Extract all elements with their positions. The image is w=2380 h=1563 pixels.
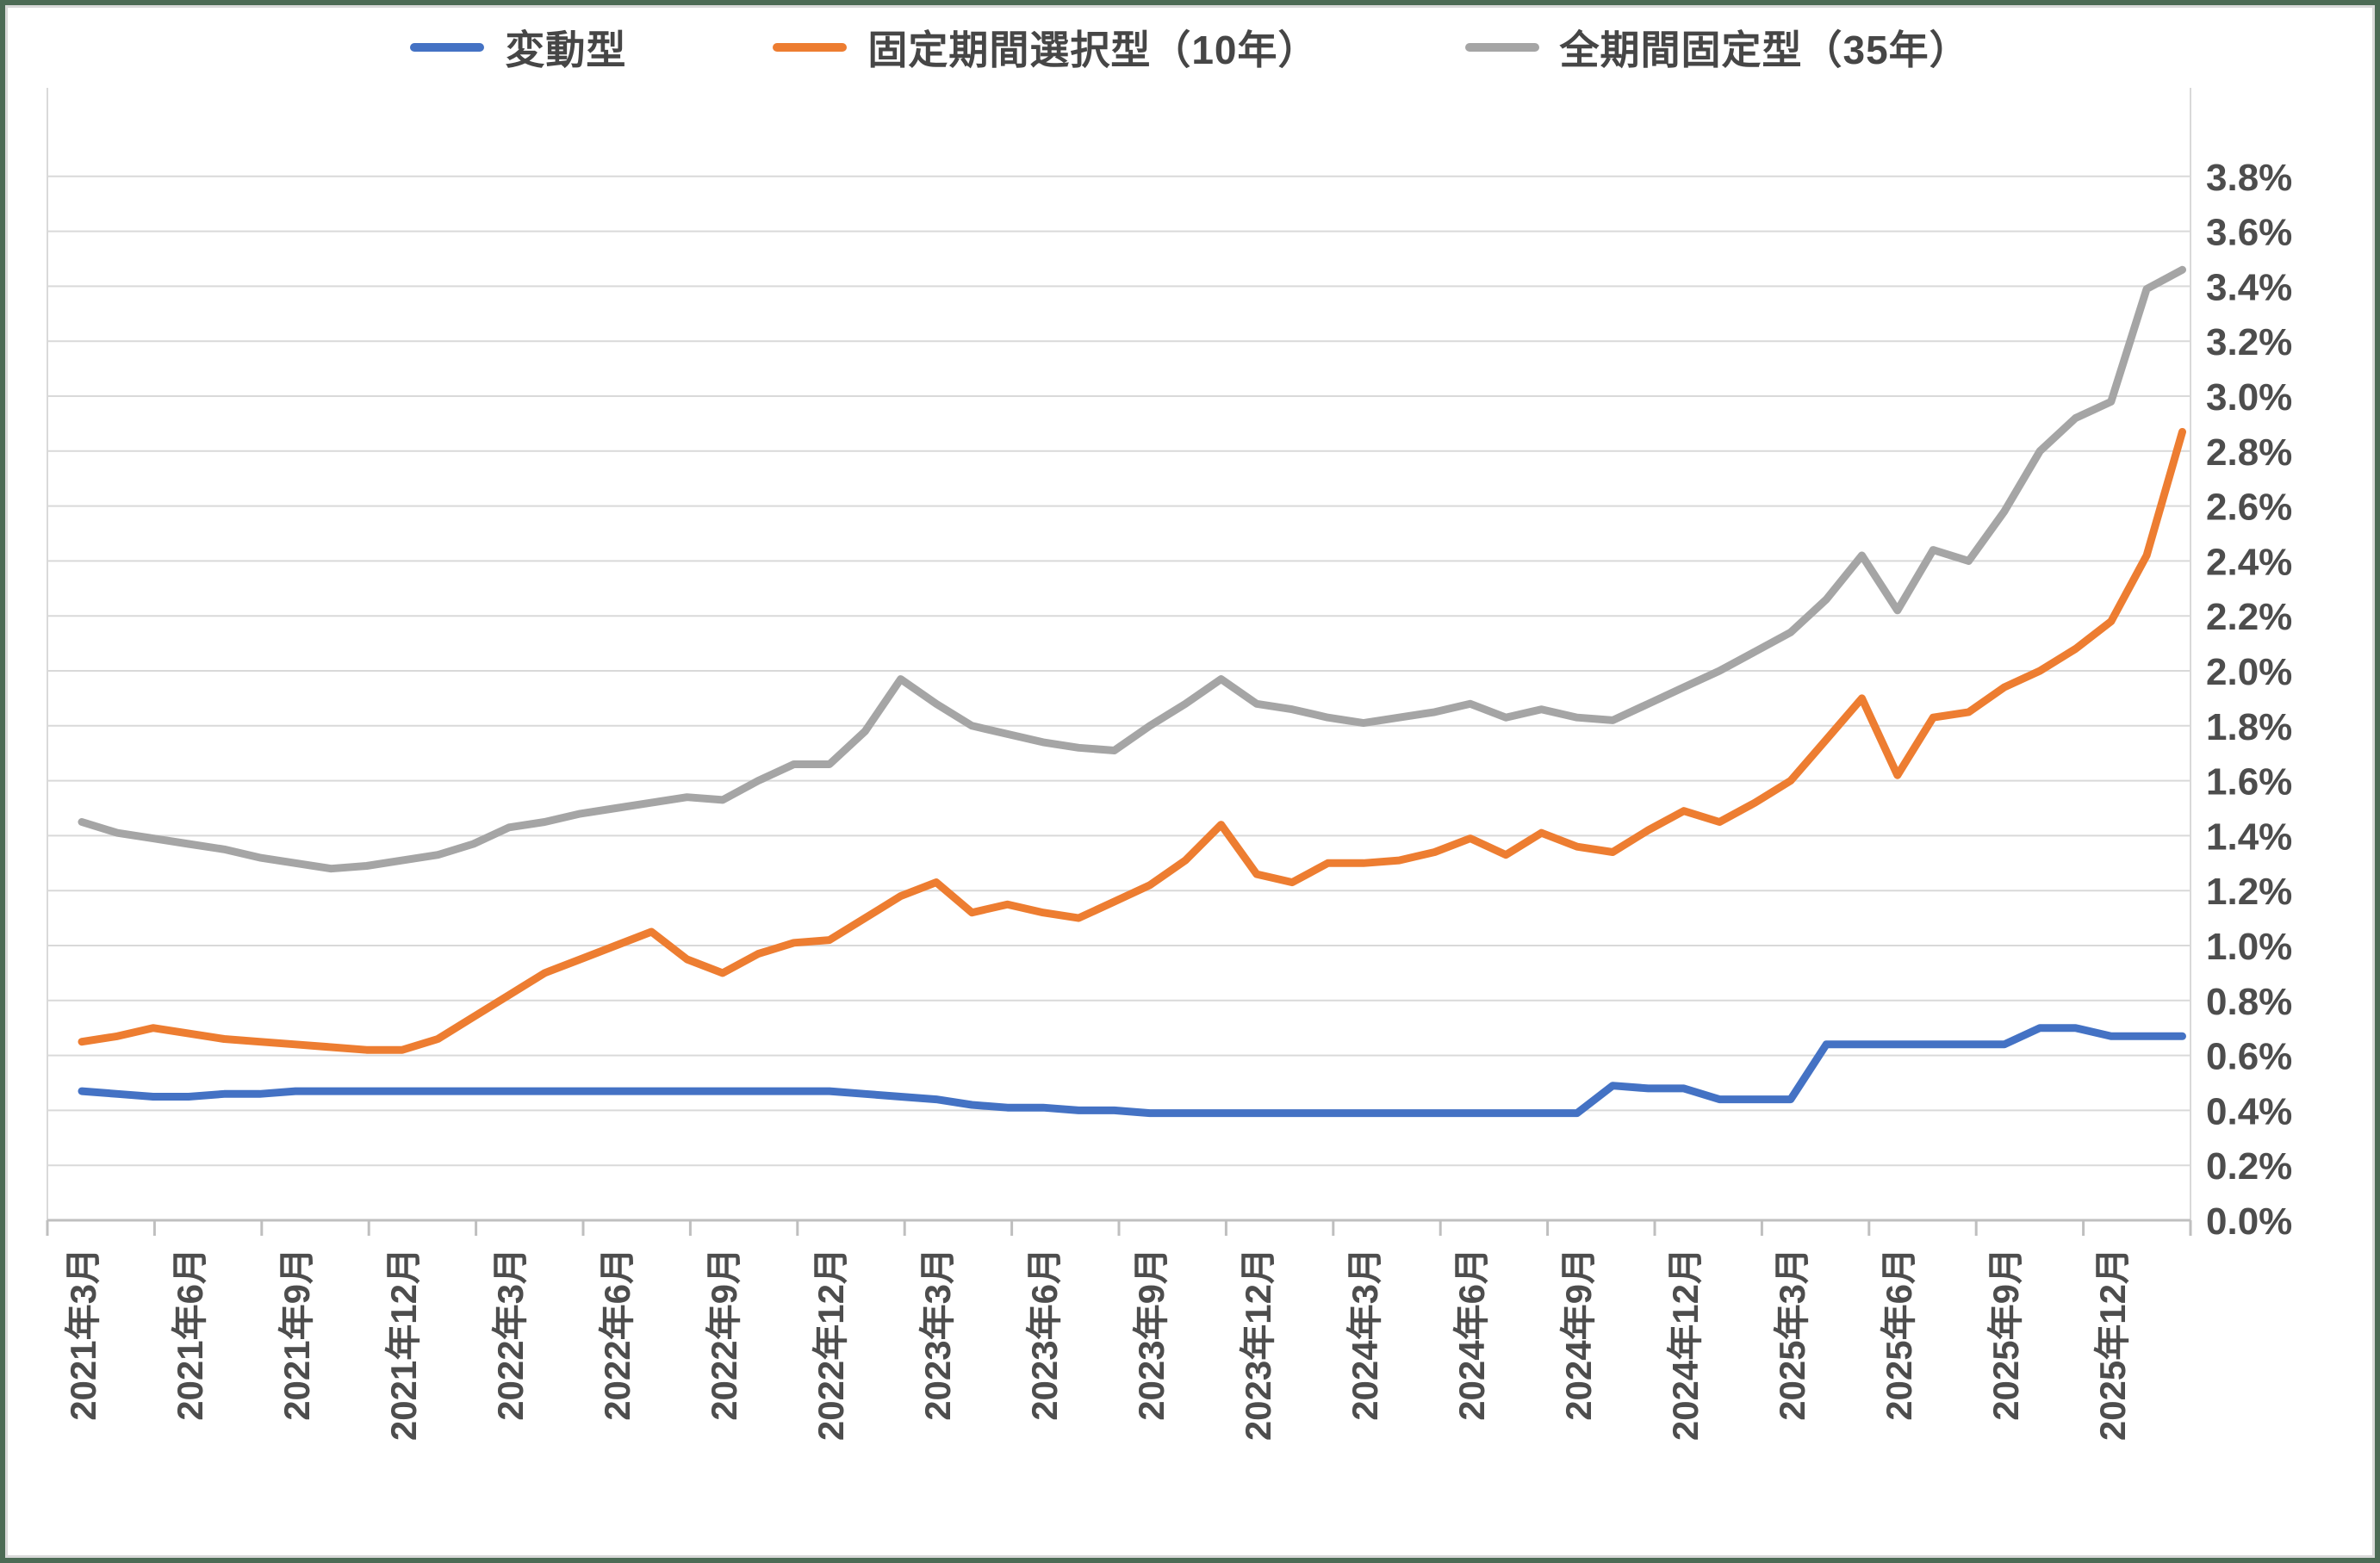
y-axis-label: 2.0% xyxy=(2206,651,2292,693)
x-axis-label: 2025年3月 xyxy=(1772,1248,1812,1421)
x-axis-label: 2025年12月 xyxy=(2092,1248,2133,1441)
x-axis-label: 2021年12月 xyxy=(383,1248,424,1441)
line-chart: 0.0% 0.2% 0.4% 0.6% 0.8% 1.0% 1.2% 1.4% 1.6% 1.8%… xyxy=(46,88,2292,1441)
x-axis-label: 2023年9月 xyxy=(1131,1248,1171,1421)
y-axis-label: 0.4% xyxy=(2206,1090,2292,1132)
x-axis-label: 2022年12月 xyxy=(811,1248,851,1441)
x-axis-label: 2024年9月 xyxy=(1558,1248,1599,1421)
legend-item-0: 変動型 xyxy=(410,19,626,76)
x-axis-label: 2022年9月 xyxy=(704,1248,744,1421)
y-axis-label: 3.4% xyxy=(2206,266,2292,308)
y-axis-label: 3.8% xyxy=(2206,157,2292,199)
y-axis-label: 1.4% xyxy=(2206,816,2292,858)
series-line-2 xyxy=(78,265,2186,873)
legend-item-1: 固定期間選択型（10年） xyxy=(773,19,1318,76)
x-axis-label: 2022年3月 xyxy=(490,1248,531,1421)
x-axis-label: 2024年6月 xyxy=(1451,1248,1492,1421)
x-axis-label: 2021年3月 xyxy=(63,1248,103,1421)
y-axis-label: 3.0% xyxy=(2206,376,2292,419)
y-axis-label: 3.2% xyxy=(2206,321,2292,363)
x-axis-label: 2024年3月 xyxy=(1345,1248,1385,1421)
y-axis-label: 1.6% xyxy=(2206,761,2292,803)
x-axis-label: 2025年6月 xyxy=(1879,1248,1919,1421)
y-axis-label: 0.8% xyxy=(2206,981,2292,1023)
y-axis-label: 3.6% xyxy=(2206,212,2292,254)
legend-label: 全期間固定型（35年） xyxy=(1559,28,1970,72)
series-line-0 xyxy=(78,1024,2186,1118)
x-axis-label: 2024年12月 xyxy=(1665,1248,1706,1441)
y-axis-label: 2.6% xyxy=(2206,487,2292,529)
y-axis-label: 0.2% xyxy=(2206,1145,2292,1188)
legend-item-2: 全期間固定型（35年） xyxy=(1464,19,1970,76)
y-axis-label: 0.0% xyxy=(2206,1200,2292,1243)
y-axis-label: 1.0% xyxy=(2206,926,2292,968)
legend-line-swatch xyxy=(773,43,848,52)
x-axis-label: 2023年12月 xyxy=(1238,1248,1278,1441)
x-axis-label: 2025年9月 xyxy=(1985,1248,2026,1421)
x-axis-label: 2021年9月 xyxy=(277,1248,317,1421)
x-axis-label: 2023年3月 xyxy=(917,1248,958,1421)
y-axis-label: 2.2% xyxy=(2206,596,2292,638)
x-axis-label: 2022年6月 xyxy=(597,1248,637,1421)
x-axis-label: 2023年6月 xyxy=(1024,1248,1065,1421)
y-axis-label: 0.6% xyxy=(2206,1036,2292,1078)
y-axis-label: 1.8% xyxy=(2206,706,2292,748)
y-axis-label: 1.2% xyxy=(2206,871,2292,913)
legend-label: 固定期間選択型（10年） xyxy=(867,28,1319,72)
chart-legend: 変動型 固定期間選択型（10年） 全期間固定型（35年） xyxy=(5,19,2375,76)
legend-line-swatch xyxy=(1464,43,1539,52)
y-axis-label: 2.8% xyxy=(2206,431,2292,474)
x-axis-label: 2021年6月 xyxy=(170,1248,210,1421)
legend-line-swatch xyxy=(410,43,485,52)
y-axis-label: 2.4% xyxy=(2206,541,2292,583)
series-line-1 xyxy=(78,428,2186,1054)
legend-label: 変動型 xyxy=(505,28,627,72)
